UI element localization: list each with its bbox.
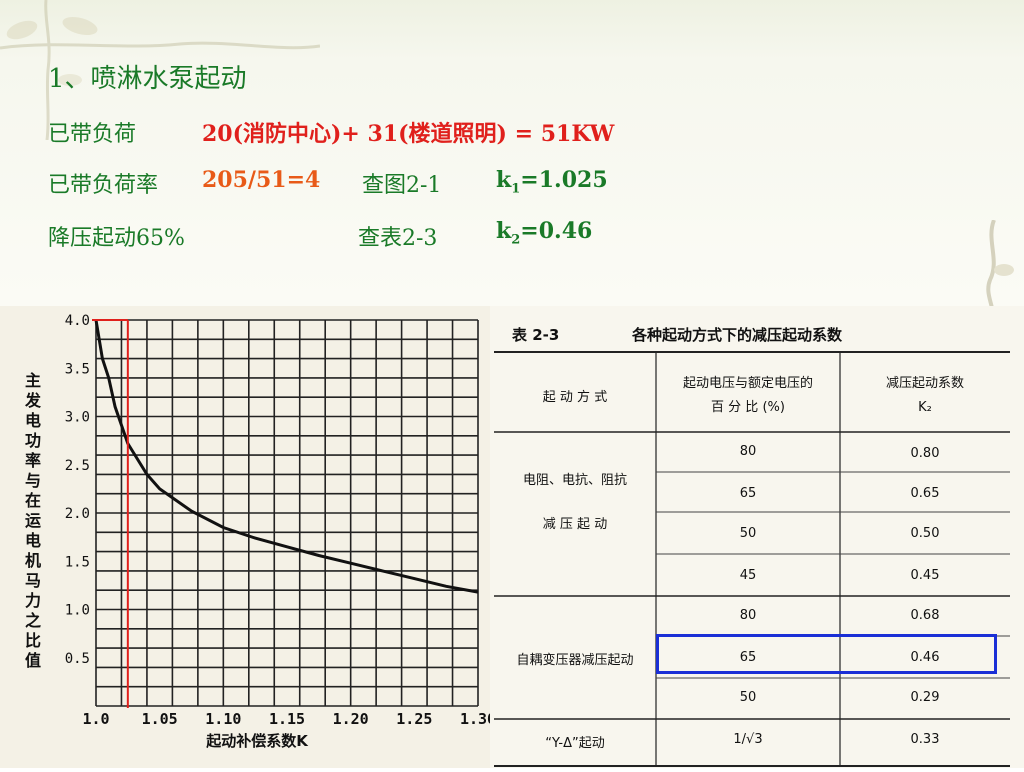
series-line: [94, 319, 479, 594]
k1-value: k1=1.025: [496, 167, 608, 197]
x-tick-label: 1.15: [269, 710, 305, 728]
load-formula: 20(消防中心)+ 31(楼道照明) = 51KW: [202, 121, 615, 147]
slide-title: 1、喷淋水泵起动: [48, 64, 247, 94]
table-cell: 50: [739, 690, 757, 705]
highlight-box: [656, 634, 997, 674]
lookup-figure: 查图2-1: [362, 173, 442, 198]
y-tick-label: 0.5: [65, 651, 90, 667]
y-tick-label: 3.5: [65, 361, 90, 377]
table-cell: 45: [739, 568, 757, 583]
label-reduced-start: 降压起动65%: [48, 226, 185, 251]
y-tick-label: 3.0: [65, 410, 90, 426]
x-tick-label: 1.20: [333, 710, 369, 728]
y-tick-label: 1.5: [65, 554, 90, 570]
y-tick-label: 2.5: [65, 458, 90, 474]
y-axis-label-char: 功: [25, 431, 41, 450]
table-cell: 50: [739, 526, 757, 541]
y-axis-label-char: 主: [25, 371, 41, 390]
x-tick-label: 1.0: [82, 710, 109, 728]
x-tick-label: 1.30: [460, 710, 490, 728]
x-axis-label: 起动补偿系数K: [205, 732, 309, 750]
table-cell: 0.33: [910, 732, 940, 747]
y-axis-label-char: 在: [25, 491, 41, 510]
k2-value: k2=0.46: [496, 218, 593, 248]
table-caption: 表 2-3: [512, 326, 560, 344]
y-axis-label-char: 值: [25, 651, 41, 670]
header-method: 起 动 方 式: [542, 390, 608, 405]
y-axis-label-char: 马: [25, 571, 41, 590]
table-cell: 0.45: [910, 568, 940, 583]
label-load-rate: 已带负荷率: [48, 173, 159, 198]
vine-decoration-right-icon: [986, 220, 1014, 320]
y-axis-label-char: 率: [25, 451, 41, 470]
y-axis-label-char: 力: [25, 591, 41, 610]
table-cell: 65: [739, 650, 757, 665]
table-cell: 1/√3: [733, 732, 763, 747]
y-axis-label-char: 发: [24, 391, 42, 410]
vine-decoration-icon: [0, 0, 320, 140]
chart-svg: 4.0 3.5 3.0 2.5 2.0 1.5 1.0 0.5 1.0 1.05 1.10 1.15 1…: [24, 313, 496, 750]
table-cell: 0.29: [910, 690, 940, 705]
x-tick-label: 1.05: [142, 710, 178, 728]
header-voltage-percent: 起动电压与额定电压的 百 分 比 (%): [682, 376, 813, 415]
method-star-delta: “Y-Δ”起动: [545, 736, 605, 751]
y-axis-label-char: 电: [25, 411, 41, 430]
method-autotransformer: 自耦变压器减压起动: [516, 653, 634, 668]
y-tick-label: 2.0: [65, 506, 90, 522]
y-tick-label: 1.0: [65, 603, 90, 619]
y-tick-label: 4.0: [65, 313, 90, 329]
y-axis-label-char: 之: [25, 611, 41, 630]
table-cell: 0.80: [910, 446, 940, 461]
y-axis-label-char: 运: [25, 511, 41, 530]
table-cell: 80: [739, 444, 757, 459]
label-loaded: 已带负荷: [48, 122, 137, 147]
table-cell: 65: [739, 486, 757, 501]
table-cell: 0.65: [910, 486, 940, 501]
x-tick-label: 1.10: [205, 710, 241, 728]
y-axis-label-char: 机: [25, 551, 41, 570]
y-axis-label-char: 与: [25, 471, 41, 490]
load-rate-value: 205/51=4: [202, 167, 321, 193]
method-resistor: 电阻、电抗、阻抗 减 压 起 动: [522, 473, 627, 532]
lookup-table: 查表2-3: [358, 226, 438, 251]
header-coefficient: 减压起动系数 K₂: [885, 376, 964, 415]
y-axis-label-char: 电: [25, 531, 41, 550]
table-panel: 表 2-3 各种起动方式下的减压起动系数 起 动 方 式 起动电压与额定电压的 …: [490, 306, 1024, 768]
table-cell: 0.50: [910, 526, 940, 541]
table-cell: 0.46: [910, 650, 940, 665]
x-tick-label: 1.25: [396, 710, 432, 728]
chart-panel: 4.0 3.5 3.0 2.5 2.0 1.5 1.0 0.5 1.0 1.05 1.10 1.15 1…: [0, 306, 496, 768]
y-axis-label-char: 比: [25, 631, 41, 650]
table-cell: 80: [739, 608, 757, 623]
table-cell: 0.68: [910, 608, 940, 623]
table-title: 各种起动方式下的减压起动系数: [632, 326, 843, 344]
